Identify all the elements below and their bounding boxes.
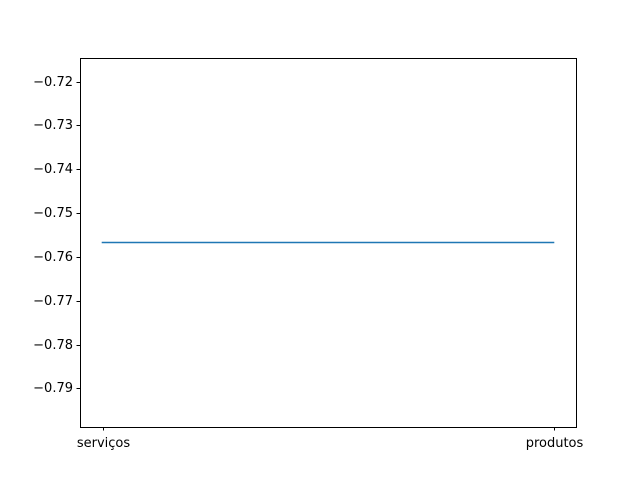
y-axis-ticks: −0.72 −0.73 −0.74 −0.75 −0.76 −0.77 −0.78 −0.79 <box>33 75 80 396</box>
y-tick-label: −0.74 <box>33 162 73 177</box>
x-axis-ticks: serviços produtos <box>77 427 584 451</box>
y-tick-label: −0.75 <box>33 206 73 221</box>
y-tick-label: −0.79 <box>33 381 73 396</box>
x-tick-label: produtos <box>526 436 584 451</box>
y-tick-label: −0.76 <box>33 250 73 265</box>
x-tick-label: serviços <box>77 436 131 451</box>
y-tick-label: −0.73 <box>33 118 73 133</box>
y-tick-label: −0.78 <box>33 338 73 353</box>
y-tick-label: −0.77 <box>33 294 73 309</box>
y-tick-label: −0.72 <box>33 75 73 90</box>
plot-area-frame <box>80 58 577 428</box>
